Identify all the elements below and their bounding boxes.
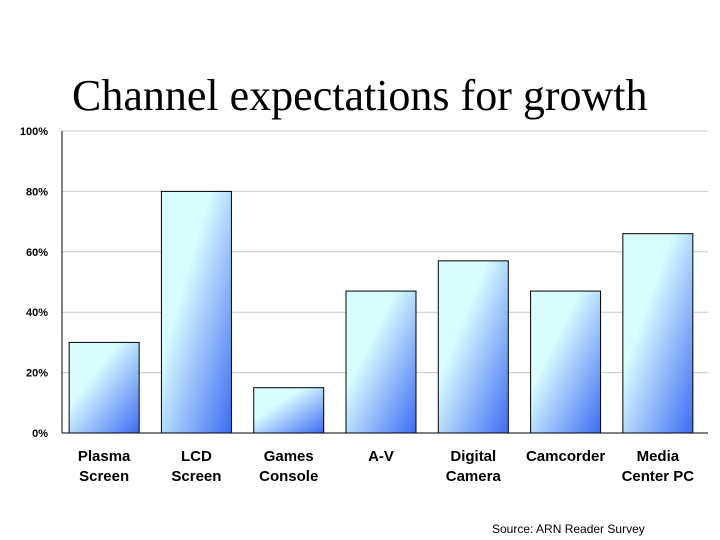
category-label-line: Camcorder	[526, 448, 605, 465]
bar	[253, 387, 325, 434]
source-note: Source: ARN Reader Survey	[492, 522, 645, 536]
category-label: Games Console	[259, 448, 318, 485]
category-label-line: A-V	[368, 448, 394, 465]
y-axis-tick-labels: 0% 20% 40% 60% 80% 100%	[20, 126, 48, 440]
bar	[437, 260, 509, 434]
bar	[622, 233, 694, 434]
bars	[68, 190, 694, 434]
x-axis-category-labels: Plasma Screen LCD Screen Games Console A-V Digi…	[78, 448, 694, 485]
category-label-line: Plasma	[78, 448, 131, 465]
axes	[61, 131, 708, 434]
category-label: A-V	[368, 448, 394, 465]
bar	[68, 341, 140, 434]
y-tick-label: 80%	[26, 186, 48, 198]
category-label-line: Screen	[171, 468, 221, 485]
bar	[160, 190, 232, 434]
category-label-line: Center PC	[622, 468, 695, 485]
bar-chart: 0% 20% 40% 60% 80% 100% Plasma Screen LCD Screen…	[20, 126, 708, 485]
category-label-line: Console	[259, 468, 318, 485]
category-label: Digital Camera	[446, 448, 502, 485]
category-label-line: Camera	[446, 468, 502, 485]
category-label-line: Screen	[79, 468, 129, 485]
category-label-line: Games	[264, 448, 314, 465]
category-label: LCD Screen	[171, 448, 221, 485]
category-label-line: LCD	[181, 448, 212, 465]
y-tick-label: 60%	[26, 247, 48, 259]
category-label-line: Digital	[450, 448, 496, 465]
y-tick-label: 20%	[26, 368, 48, 380]
category-label: Media Center PC	[622, 448, 695, 485]
page-title: Channel expectations for growth	[72, 71, 648, 120]
y-tick-label: 40%	[26, 307, 48, 319]
y-tick-label: 0%	[32, 428, 48, 440]
category-label: Plasma Screen	[78, 448, 131, 485]
bar	[345, 290, 417, 434]
category-label: Camcorder	[526, 448, 605, 465]
bar	[530, 290, 602, 434]
category-label-line: Media	[637, 448, 680, 465]
y-tick-label: 100%	[20, 126, 48, 138]
